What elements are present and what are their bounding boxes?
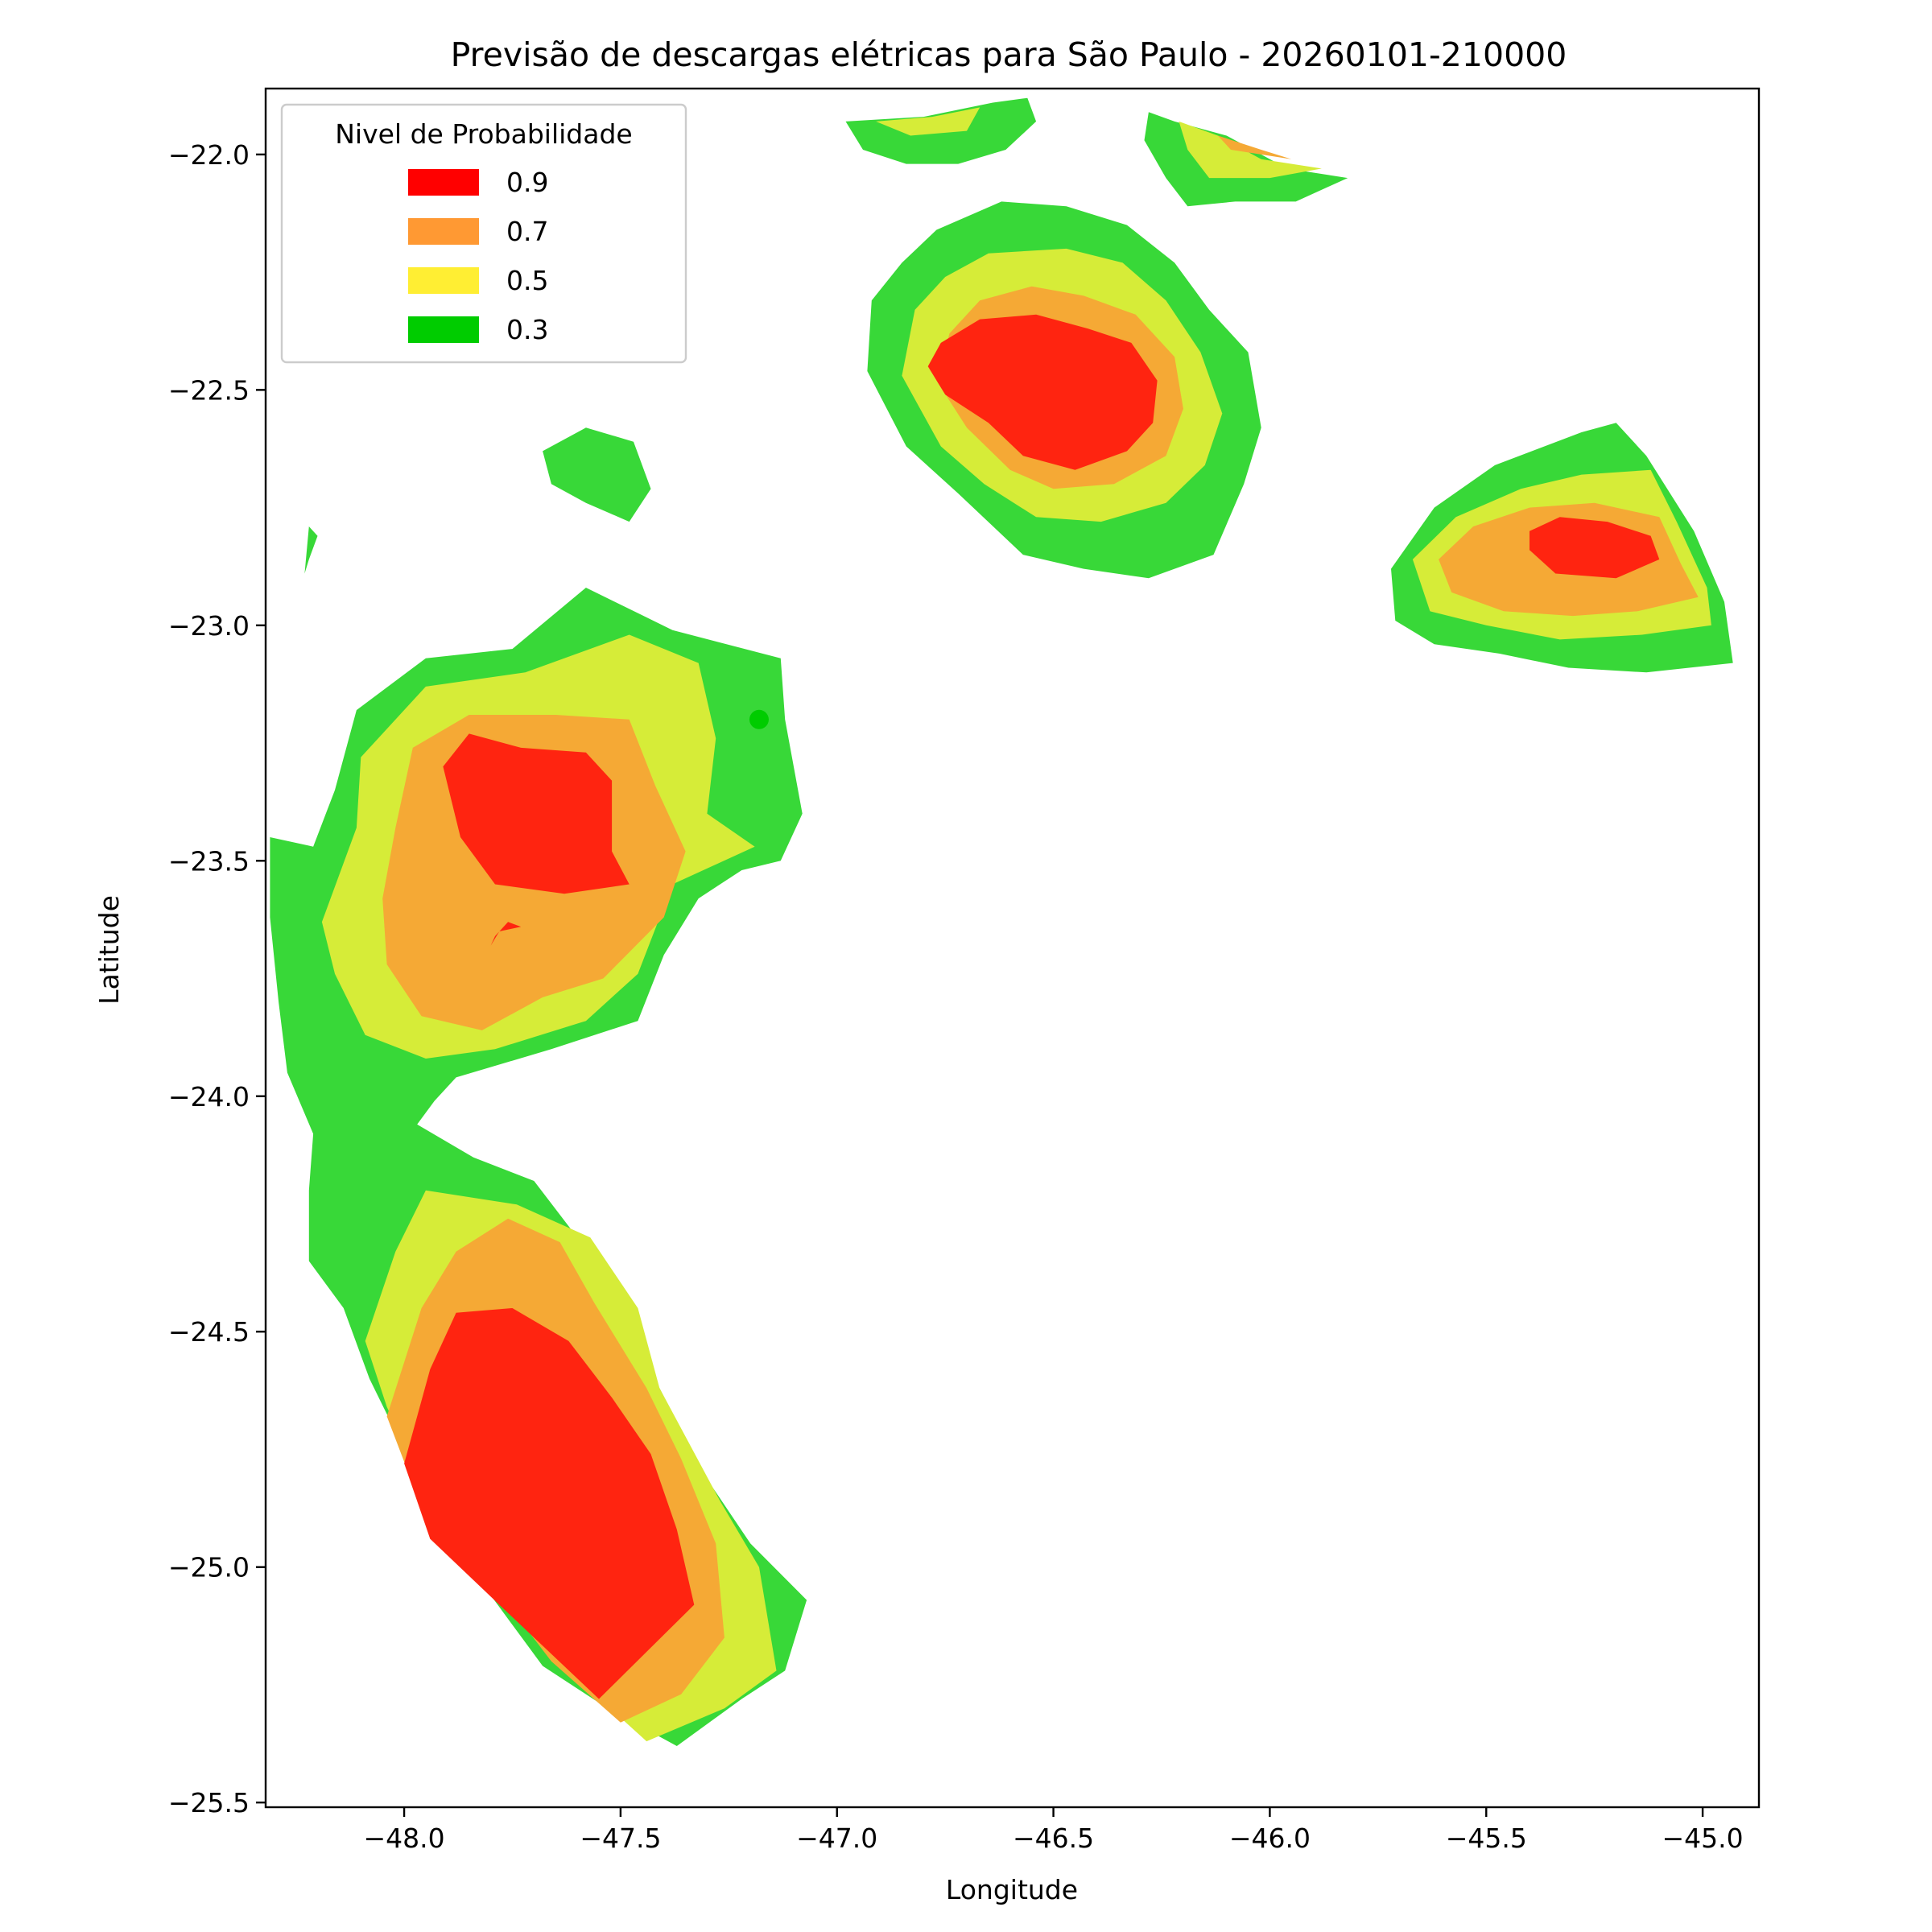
cell-west-level-09-region (443, 733, 630, 894)
x-tick-label: −46.0 (1229, 1823, 1311, 1854)
legend-swatch (408, 267, 479, 294)
cell-west-level-09-1-region (490, 922, 522, 946)
legend-entry-label: 0.5 (506, 265, 548, 296)
cell-northeast-level-09-region (1530, 517, 1660, 579)
cell-southwest-level-09-region (404, 1308, 695, 1699)
x-tick-label: −46.5 (1013, 1823, 1094, 1854)
cell-small-blob-level-03-region (543, 427, 651, 522)
cell-north-right-level-07-region (1217, 135, 1292, 159)
cell-north-top-level-05-region (876, 107, 980, 136)
y-tick-label: −22.0 (168, 139, 250, 171)
x-tick-label: −45.5 (1446, 1823, 1527, 1854)
y-tick-label: −24.5 (168, 1316, 250, 1348)
marker-layer (749, 709, 769, 729)
legend-swatch (408, 218, 479, 245)
plot-frame (264, 87, 1761, 1809)
x-axis-label: Longitude (946, 1874, 1078, 1905)
legend-entry-label: 0.3 (506, 314, 548, 345)
x-tick-label: −45.0 (1662, 1823, 1744, 1854)
x-tick-label: −48.0 (363, 1823, 444, 1854)
contour-regions (270, 97, 1733, 1746)
y-tick-label: −23.0 (168, 610, 250, 642)
y-axis-label: Latitude (93, 895, 125, 1005)
legend-entry-label: 0.9 (506, 167, 548, 198)
x-tick-label: −47.0 (796, 1823, 877, 1854)
legend-title: Nivel de Probabilidade (335, 118, 632, 150)
legend-swatch (408, 316, 479, 343)
y-tick-label: −24.0 (168, 1081, 250, 1113)
x-tick-label: −47.5 (580, 1823, 661, 1854)
y-tick-label: −25.0 (168, 1552, 250, 1583)
y-tick-label: −23.5 (168, 845, 250, 877)
y-tick-label: −25.5 (168, 1787, 250, 1818)
cell-north-center-level-09-region (927, 314, 1158, 470)
legend-entry-label: 0.7 (506, 216, 548, 247)
chart-title: Previsão de descargas elétricas para São… (451, 35, 1567, 74)
y-tick-label: −22.5 (168, 374, 250, 406)
y-axis-ticks: −22.0 −22.5 −23.0 −23.5 −24.0 −24.5 −25.0 −25.5 (168, 139, 266, 1818)
x-axis-ticks: −48.0 −47.5 −47.0 −46.5 −46.0 −45.5 −45.0 (363, 1807, 1744, 1854)
legend: Nivel de Probabilidade 0.9 0.7 0.5 0.3 (280, 103, 687, 364)
legend-entries: 0.9 0.7 0.5 0.3 (408, 167, 548, 345)
location-marker (749, 709, 769, 729)
cell-north-right-level-05-region (1179, 121, 1322, 179)
cell-sliver-level-03-region (304, 526, 318, 574)
legend-swatch (408, 169, 479, 196)
legend-box (280, 103, 687, 364)
